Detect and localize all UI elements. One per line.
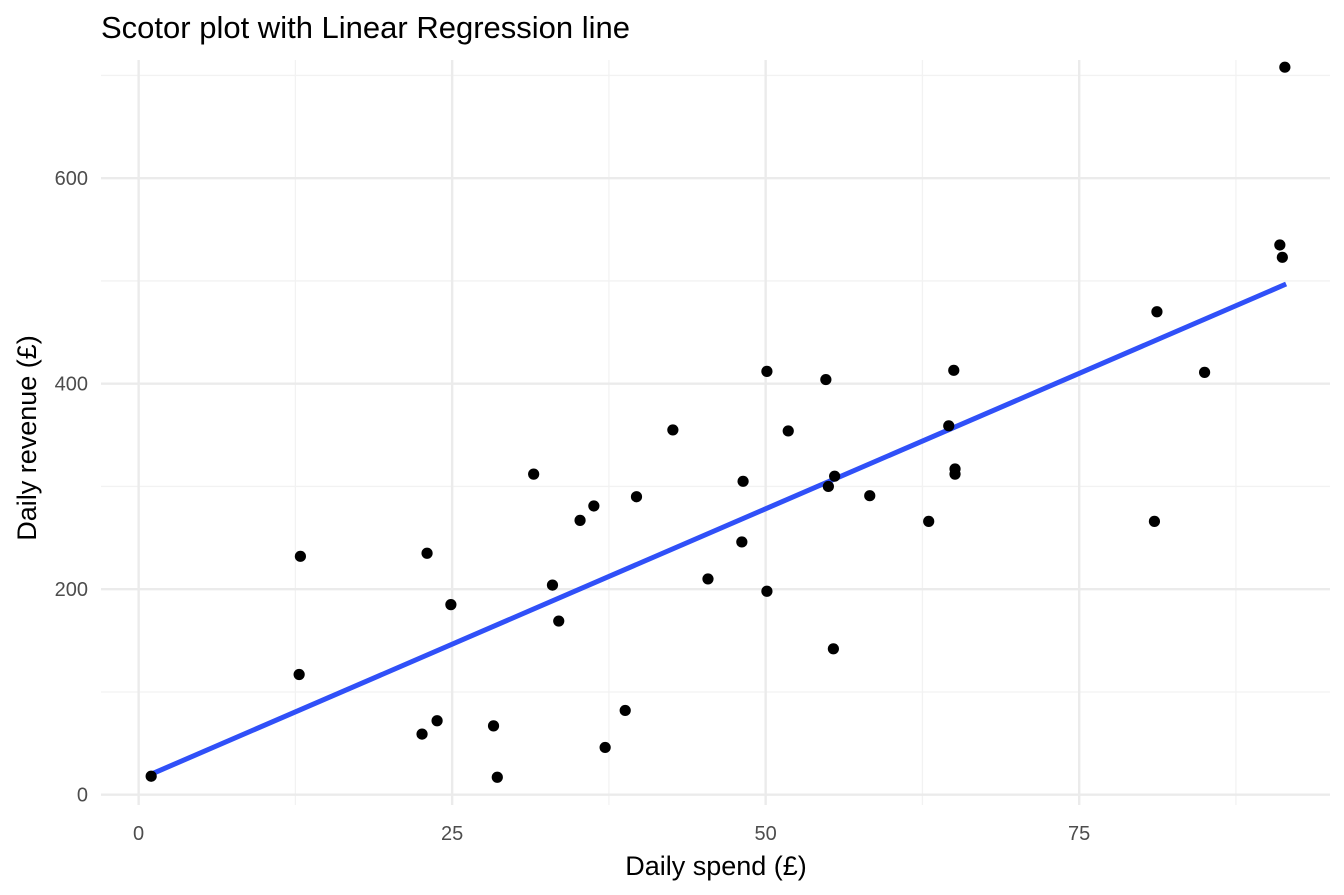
y-tick-label: 0 [77, 785, 88, 807]
y-tick-label: 600 [55, 168, 88, 190]
data-point [445, 599, 457, 611]
data-point [948, 364, 960, 376]
x-axis-ticks: 0 25 50 75 [133, 823, 1090, 845]
data-point [949, 468, 961, 480]
x-tick-label: 75 [1068, 823, 1090, 845]
data-point [574, 514, 586, 526]
data-point [294, 550, 306, 562]
grid-lines [101, 60, 1330, 805]
data-point [1198, 366, 1211, 378]
data-point [737, 475, 749, 487]
x-tick-label: 50 [755, 823, 777, 845]
data-point [702, 573, 714, 585]
data-point [761, 365, 773, 377]
data-point [546, 579, 559, 591]
data-point [822, 480, 834, 493]
data-point [145, 770, 157, 782]
data-point [736, 536, 748, 548]
data-point [761, 585, 773, 597]
data-point [421, 547, 433, 559]
data-point [553, 615, 565, 627]
data-point [829, 470, 841, 482]
data-point [630, 491, 643, 503]
data-point [416, 728, 428, 740]
data-point [528, 468, 540, 480]
x-axis-title: Daily spend (£) [625, 851, 807, 881]
data-point [1276, 251, 1288, 263]
y-tick-label: 400 [55, 374, 88, 396]
data-point [943, 420, 955, 432]
x-tick-label: 0 [133, 823, 144, 845]
data-point [864, 490, 876, 502]
regression-line [150, 281, 1288, 777]
data-point [1148, 515, 1161, 527]
data-point [782, 425, 794, 437]
data-point [293, 668, 305, 681]
chart-title: Scotor plot with Linear Regression line [101, 10, 630, 45]
data-point [491, 771, 503, 783]
regression-layer [150, 281, 1288, 777]
data-point [1279, 61, 1291, 73]
data-point [820, 373, 832, 386]
data-point [667, 424, 679, 436]
data-point [1151, 306, 1163, 318]
data-point [619, 704, 631, 717]
data-points [145, 61, 1291, 783]
data-point [827, 643, 839, 655]
data-point [487, 720, 500, 732]
y-tick-label: 200 [55, 579, 88, 601]
data-point [588, 500, 600, 512]
data-point [431, 715, 443, 727]
data-point [1274, 239, 1286, 251]
data-point [923, 515, 935, 527]
y-axis-title: Daily revenue (£) [12, 335, 42, 541]
x-tick-label: 25 [441, 823, 463, 845]
y-axis-ticks: 0 200 400 600 [55, 168, 88, 807]
data-point [599, 741, 611, 754]
